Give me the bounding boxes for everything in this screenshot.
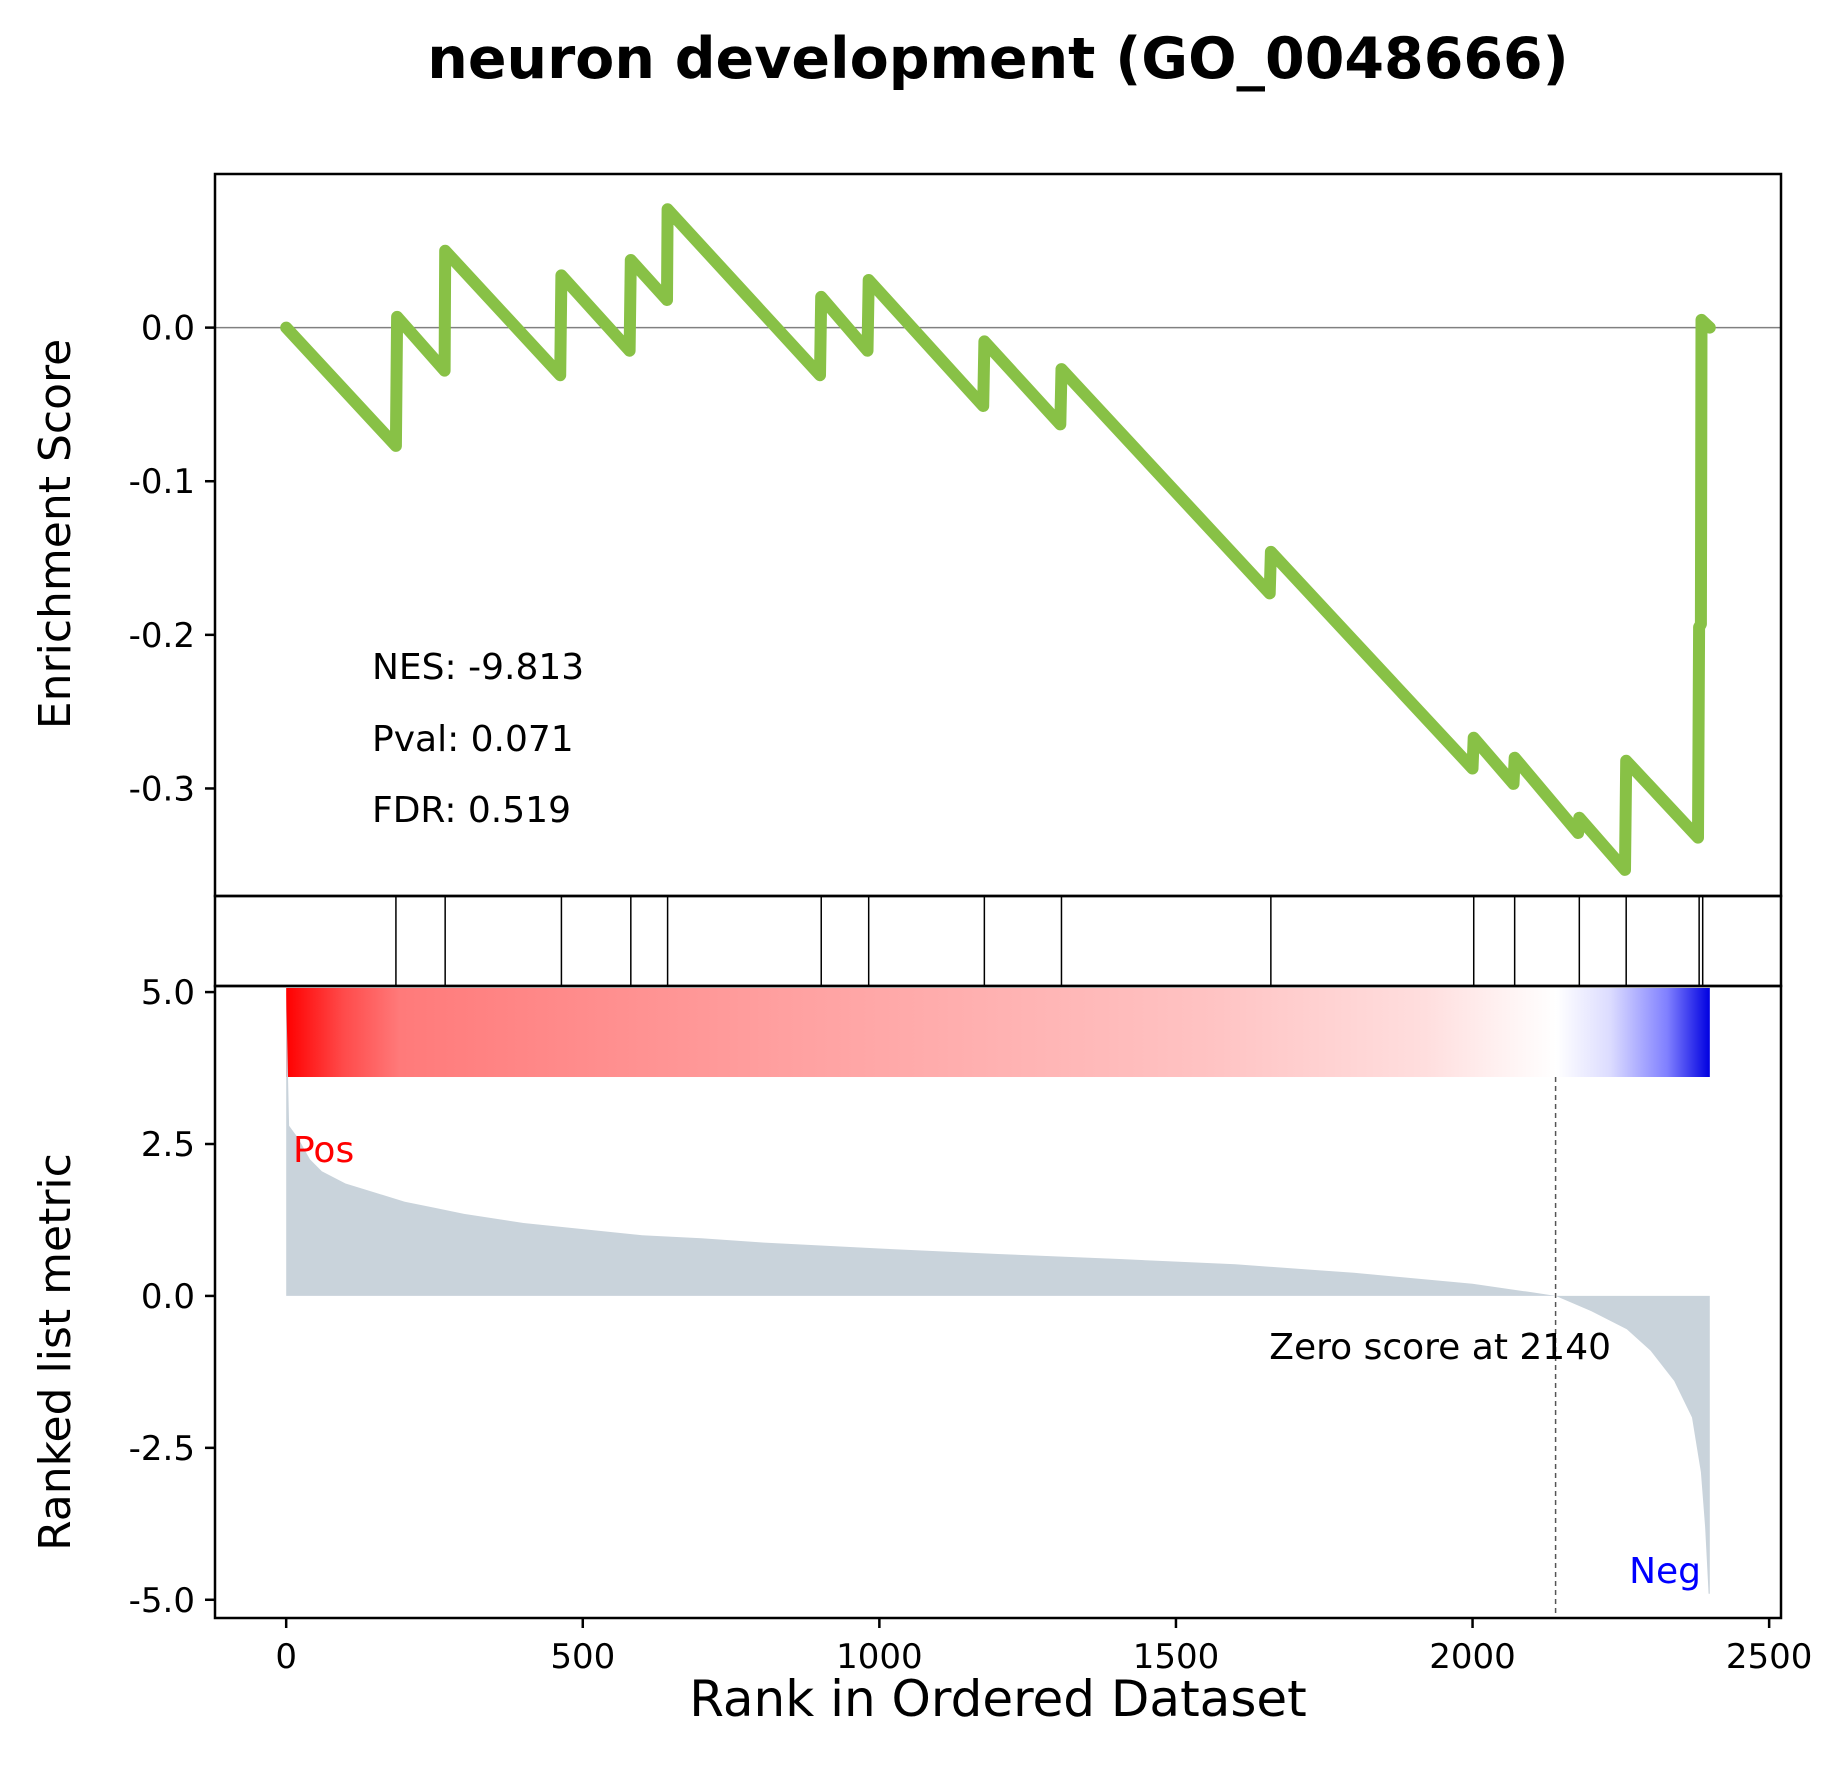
es-panel: 0.0 -0.1 -0.2 -0.3 Enrichment Score NES: -9… bbox=[30, 172, 1783, 898]
zero-score-label: Zero score at 2140 bbox=[1269, 1327, 1611, 1368]
rank-panel: Zero score at 2140 Pos Neg 5.0 2.5 0.0 -2.5… bbox=[30, 973, 1783, 1621]
es-y-axis-ticks: 0.0 -0.1 -0.2 -0.3 bbox=[129, 309, 215, 809]
pval-label: Pval: 0.071 bbox=[372, 719, 574, 760]
nes-label: NES: -9.813 bbox=[372, 647, 584, 688]
rank-y-axis-label: Ranked list metric bbox=[30, 1153, 81, 1551]
rank-y-tick-label: 2.5 bbox=[141, 1125, 195, 1165]
es-curve bbox=[280, 203, 1716, 876]
rank-y-tick-label: 0.0 bbox=[141, 1277, 195, 1317]
x-axis-ticks: 0 500 1000 1500 2000 2500 bbox=[275, 1618, 1812, 1677]
rank-y-axis-ticks: 5.0 2.5 0.0 -2.5 -5.0 bbox=[129, 973, 215, 1621]
rank-y-tick-label: 5.0 bbox=[141, 973, 195, 1013]
x-tick-label: 2500 bbox=[1726, 1637, 1813, 1677]
neg-label: Neg bbox=[1629, 1551, 1701, 1592]
ranked-metric-area bbox=[286, 995, 1710, 1594]
rank-panel-frame bbox=[213, 984, 1783, 1620]
rank-colorbar bbox=[286, 988, 1710, 1077]
es-y-axis-label: Enrichment Score bbox=[30, 339, 81, 729]
rank-y-tick-label: -5.0 bbox=[129, 1581, 195, 1621]
chart-title: neuron development (GO_0048666) bbox=[427, 26, 1568, 92]
es-y-tick-label: 0.0 bbox=[141, 309, 195, 349]
x-tick-label: 1500 bbox=[1133, 1637, 1220, 1677]
x-tick-label: 0 bbox=[275, 1637, 297, 1677]
rank-y-tick-label: -2.5 bbox=[129, 1429, 195, 1469]
es-y-tick-label: -0.1 bbox=[129, 462, 195, 502]
pos-label: Pos bbox=[293, 1130, 354, 1171]
fdr-label: FDR: 0.519 bbox=[372, 790, 571, 831]
x-tick-label: 500 bbox=[550, 1637, 615, 1677]
es-y-tick-label: -0.2 bbox=[129, 616, 195, 656]
x-axis-label: Rank in Ordered Dataset bbox=[689, 1670, 1306, 1728]
hit-lines bbox=[395, 896, 1704, 986]
es-y-tick-label: -0.3 bbox=[129, 769, 195, 809]
x-tick-label: 1000 bbox=[836, 1637, 923, 1677]
x-tick-label: 2000 bbox=[1429, 1637, 1516, 1677]
